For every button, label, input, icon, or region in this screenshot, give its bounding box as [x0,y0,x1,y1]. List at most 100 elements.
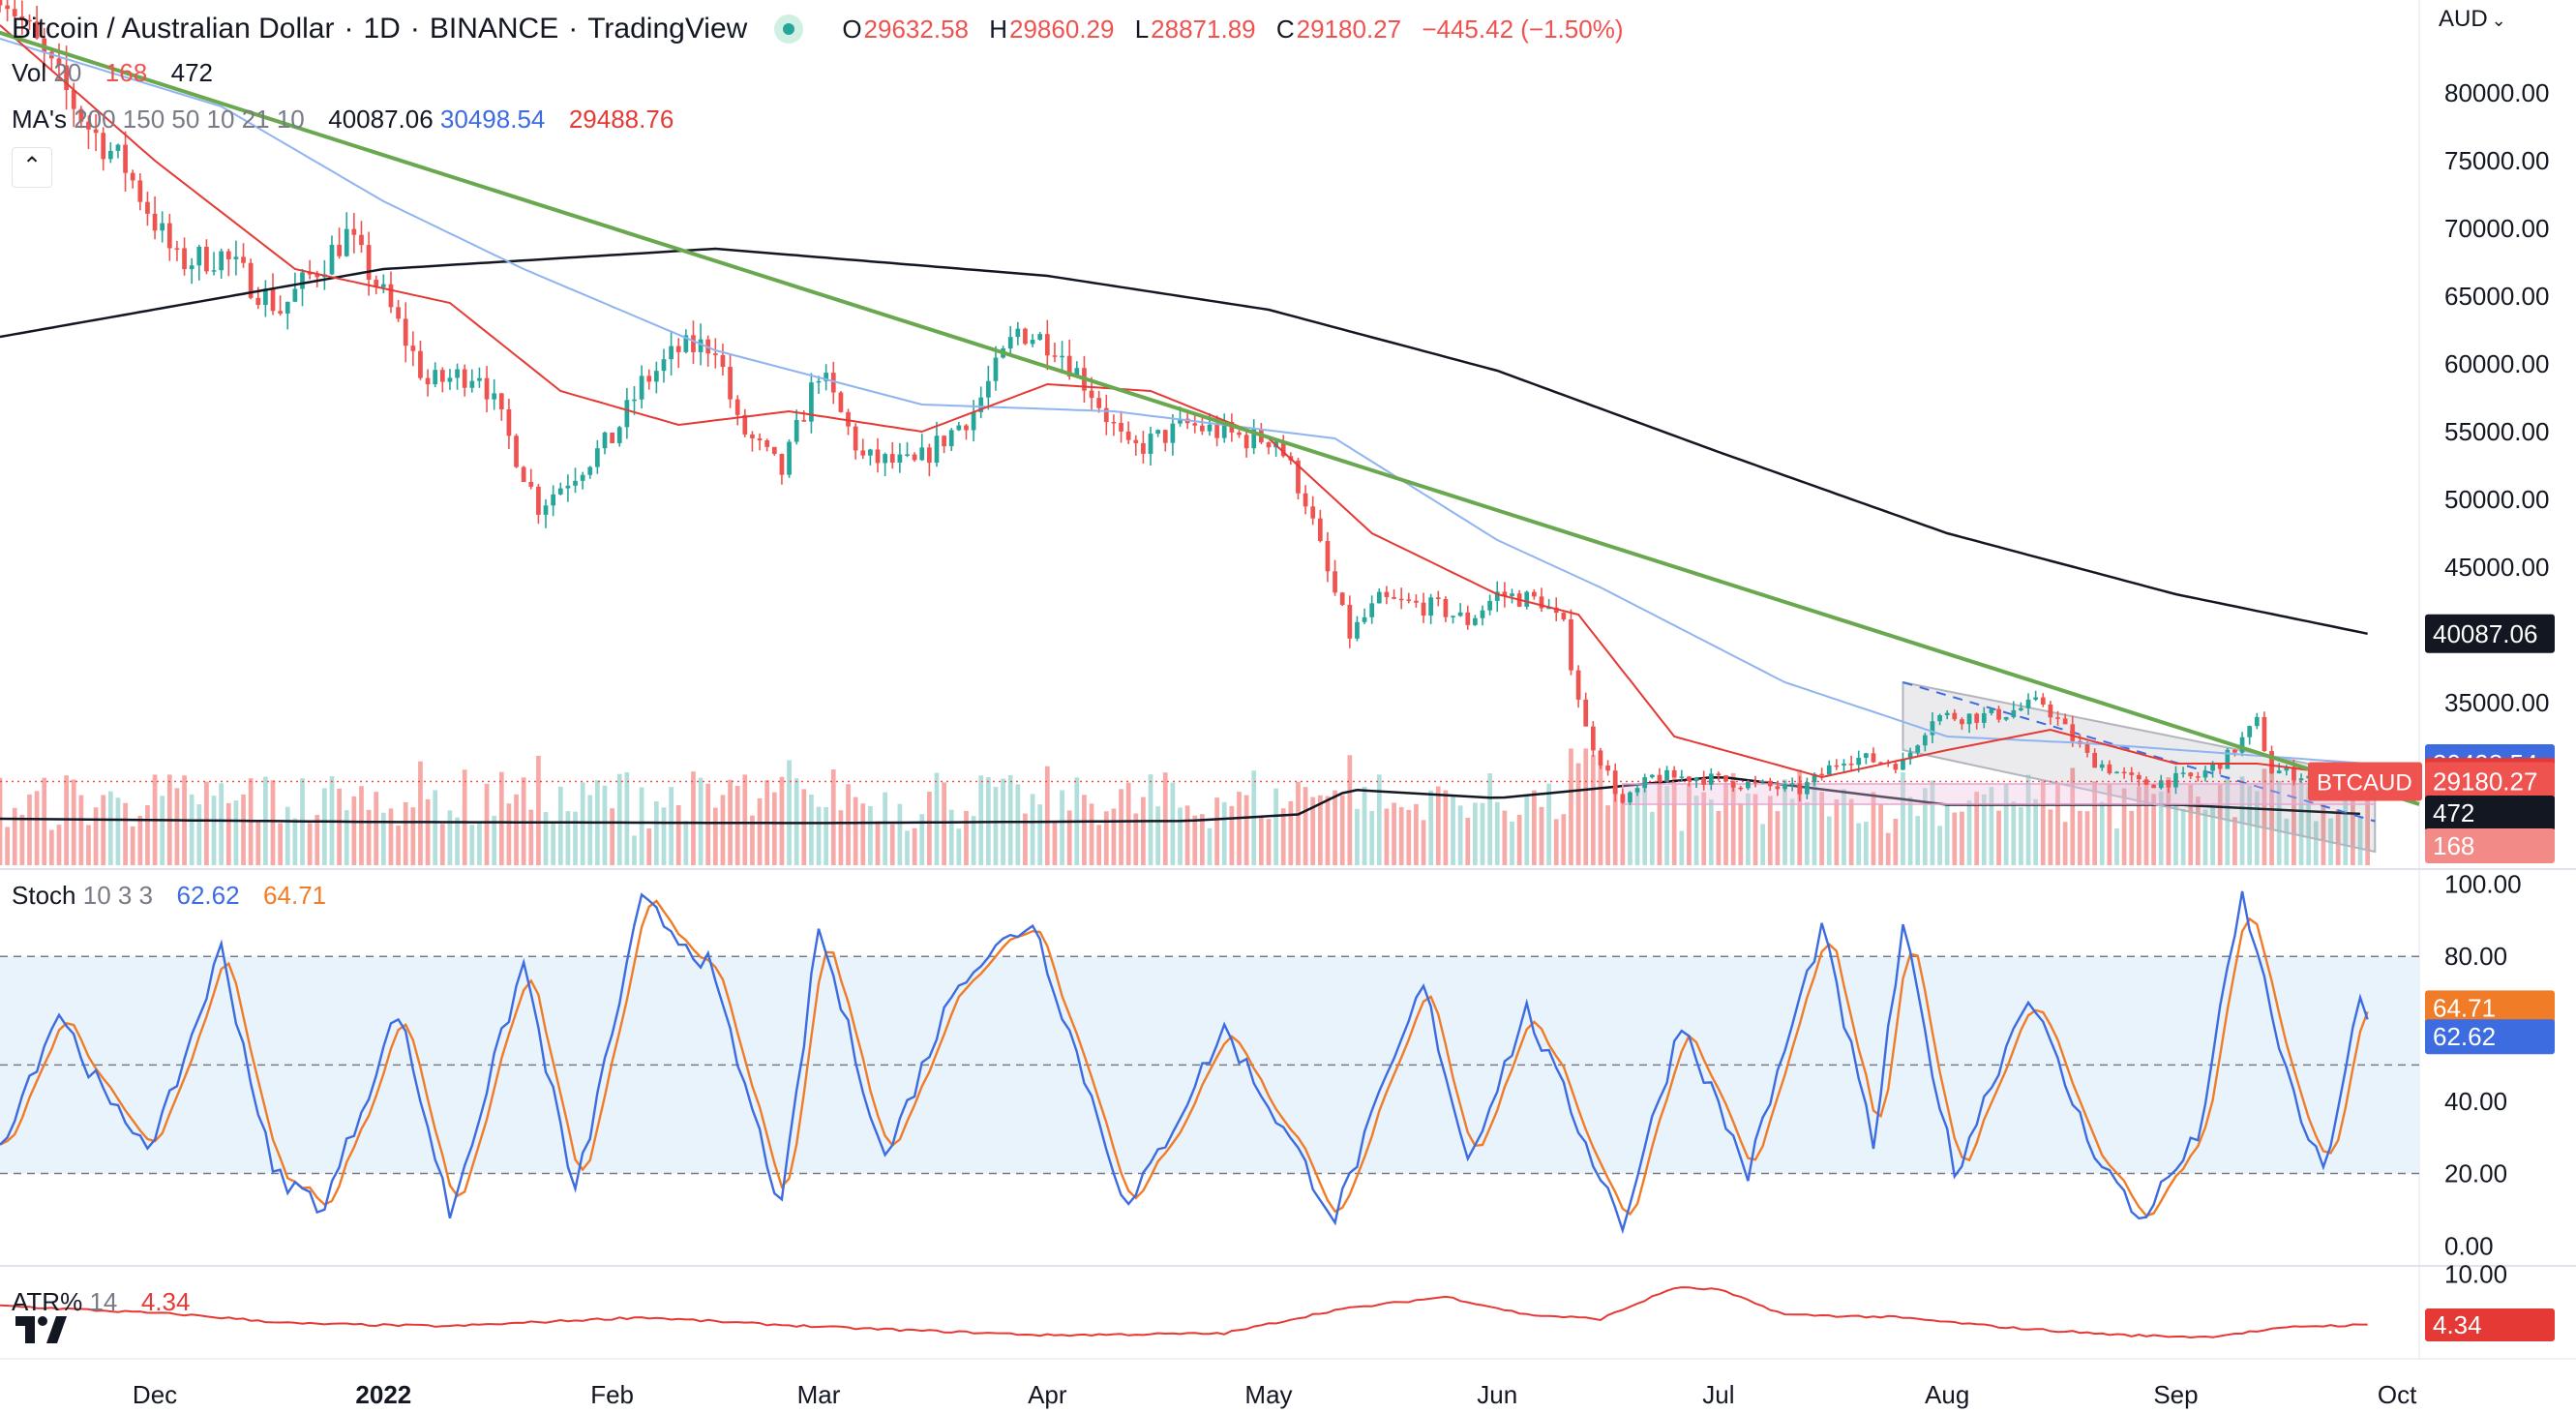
volume-bar [1333,790,1337,865]
candle-body [2003,717,2009,720]
volume-bar [2158,791,2164,865]
candle-body [174,248,180,250]
volume-bar [1797,769,1803,865]
candle-body [27,19,32,22]
stoch-k-badge: 62.62 [2425,1019,2555,1055]
volume-bar [410,807,416,865]
volume-bar [1561,814,1567,865]
candle-body [2092,752,2097,768]
volume-bar [115,797,121,865]
candle-body [1642,777,1648,789]
volume-bar [19,814,25,865]
tradingview-logo-icon[interactable] [14,1312,68,1347]
volume-bar [71,779,76,865]
high-value: 29860.29 [1009,14,1115,44]
candle-body [1435,597,1441,599]
volume-legend[interactable]: Vol 20 168 472 [12,58,213,88]
volume-bar [12,807,17,865]
volume-bar [2084,811,2090,865]
candle-body [93,129,99,134]
candle-body [152,213,158,231]
volume-bar [1030,794,1035,865]
candle-body [233,256,239,259]
volume-bar [742,774,748,865]
volume-bar [506,803,512,865]
svg-text:BTCAUD: BTCAUD [2317,769,2412,796]
stoch-legend-name: Stoch [12,881,76,910]
market-status-icon[interactable] [774,15,804,44]
candle-body [2261,716,2267,752]
volume-bar [1605,805,1610,865]
last-price-badge: 29180.27 [2433,767,2537,796]
volume-bar [1502,810,1508,865]
candle-body [374,280,379,287]
interval-label[interactable]: 1D [363,13,401,45]
candle-body [166,223,172,249]
volume-bar [1096,825,1102,865]
candle-body [469,380,475,388]
volume-bar [956,828,962,865]
volume-bar [1089,803,1094,865]
candle-body [1532,591,1537,597]
collapse-legend-button[interactable]: ⌃ [12,147,52,188]
candle-body [2048,704,2053,718]
volume-bar [1598,765,1603,865]
volume-bar [646,827,652,865]
volume-bar [1487,773,1492,865]
volume-bar [698,777,704,865]
volume-bar [1856,823,1862,865]
candle-body [241,256,246,263]
volume-bar [1288,800,1294,865]
stoch-legend[interactable]: Stoch 10 3 3 62.62 64.71 [12,881,326,911]
volume-bar [1746,793,1751,865]
candle-body [1221,421,1227,438]
volume-bar [462,769,467,865]
change-value: −445.42 (−1.50%) [1422,14,1624,44]
candle-body [779,453,785,475]
ma50-legend-value: 30498.54 [439,105,546,134]
candle-body [853,426,858,451]
volume-bar [1406,809,1412,865]
volume-bar [683,821,689,865]
volume-bar [1023,813,1028,865]
candle-body [1634,788,1640,793]
ma-legend[interactable]: MA's 200 150 50 10 21 10 40087.06 30498.… [12,105,674,135]
volume-bar [1355,808,1360,865]
volume-bar [2143,784,2149,865]
price-axis-tick: 75000.00 [2444,146,2549,175]
candle-body [551,494,556,506]
candle-body [1915,745,1921,753]
volume-bar [912,827,917,865]
volume-bar [830,769,836,865]
candle-body [484,377,490,400]
ma50-line [0,38,2368,765]
candle-body [130,172,135,181]
currency-button[interactable]: AUD ⌄ [2439,6,2506,33]
candle-body [824,373,829,381]
candle-body [64,65,69,90]
atr-legend[interactable]: ATR% 14 4.34 [12,1287,190,1317]
time-axis-tick: 2022 [355,1380,411,1409]
candle-body [1406,599,1412,601]
price-axis-tick: 35000.00 [2444,688,2549,717]
volume-ma-badge: 472 [2425,796,2555,830]
candle-body [1421,602,1426,616]
volume-bar [359,786,364,865]
symbol-name[interactable]: Bitcoin / Australian Dollar [12,13,335,45]
candle-body [587,466,593,475]
volume-bar [196,804,202,865]
currency-label[interactable]: AUD [2439,6,2488,32]
volume-bar [2335,809,2341,865]
volume-bar [875,821,881,865]
candle-body [1693,777,1699,782]
volume-bar [2151,794,2156,865]
volume-bar [1539,806,1544,865]
candle-body [56,58,62,66]
volume-bar [1443,790,1449,865]
volume-bar [1775,811,1781,865]
volume-bar [2365,780,2371,865]
candle-body [2247,726,2253,737]
candle-body [683,335,689,352]
